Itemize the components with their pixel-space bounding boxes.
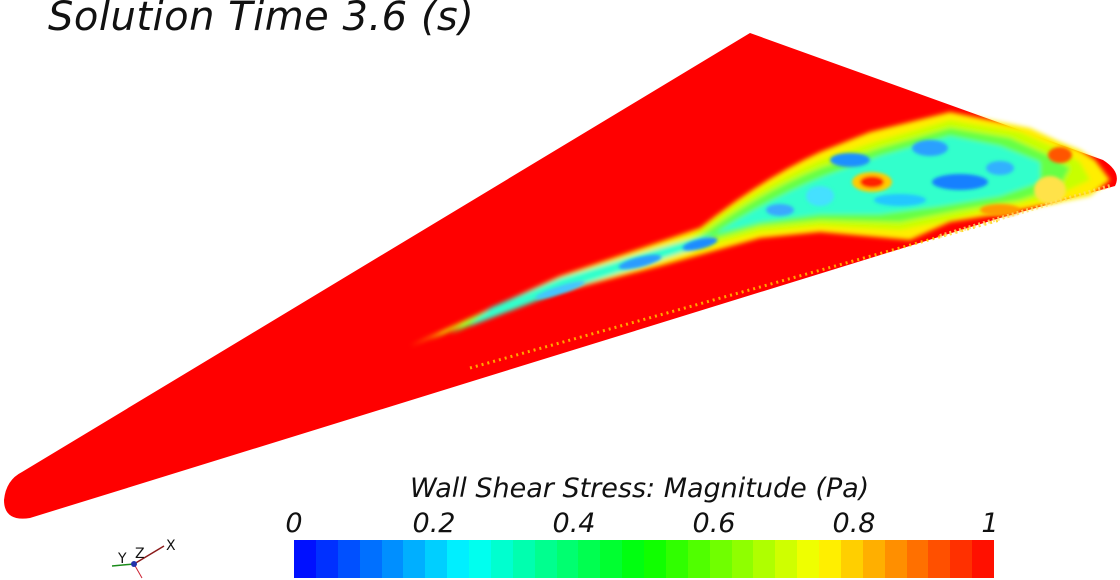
- colorbar-segment: [884, 540, 907, 578]
- colorbar-segment: [600, 540, 623, 578]
- axis-triad: X Y Z: [111, 538, 176, 579]
- colorbar-segment: [840, 540, 863, 578]
- colorbar-segment: [534, 540, 557, 578]
- legend-tick-2: 0.4: [552, 508, 596, 539]
- colorbar-segment: [819, 540, 841, 578]
- colorbar-segment: [709, 540, 732, 578]
- colorbar-segment: [490, 540, 513, 578]
- legend-title: Wall Shear Stress: Magnitude (Pa): [410, 473, 870, 504]
- colorbar-segment: [315, 540, 338, 578]
- colorbar-segment: [644, 540, 666, 578]
- legend-tick-5: 1: [981, 508, 999, 539]
- colorbar-segment: [731, 540, 754, 578]
- leading-edge-speckle: [469, 218, 1001, 370]
- colorbar-segment: [578, 540, 601, 578]
- colorbar-segment: [294, 540, 316, 578]
- colorbar-segment: [337, 540, 360, 578]
- colorbar-segment: [687, 540, 710, 578]
- vortex-region: [410, 112, 1110, 346]
- colorbar-segment: [775, 540, 798, 578]
- colorbar-segment: [403, 540, 426, 578]
- colorbar-segment: [622, 540, 644, 578]
- colorbar-segment: [862, 540, 885, 578]
- colorbar-segment: [797, 540, 819, 578]
- delta-wing-surface: [4, 33, 1117, 519]
- colorbar-segment: [359, 540, 382, 578]
- axis-y-label: Y: [117, 551, 127, 567]
- colorbar-segment: [928, 540, 951, 578]
- colorbar-segment: [753, 540, 776, 578]
- colorbar-segment: [906, 540, 929, 578]
- colorbar-segment: [556, 540, 579, 578]
- axis-x-label: X: [166, 538, 176, 554]
- legend-tick-1: 0.2: [412, 508, 456, 539]
- colorbar-segment: [950, 540, 973, 578]
- colorbar-segment: [512, 540, 535, 578]
- colorbar-segment: [972, 540, 994, 578]
- vortex-core-spots: [535, 140, 1072, 299]
- colorbar-segment: [469, 540, 491, 578]
- colorbar: [294, 540, 994, 578]
- solution-time-title: Solution Time 3.6 (s): [48, 0, 475, 40]
- axis-z-label: Z: [135, 546, 145, 562]
- colorbar-segment: [665, 540, 688, 578]
- colorbar-segment: [381, 540, 404, 578]
- colorbar-segment: [447, 540, 469, 578]
- colorbar-segment: [425, 540, 448, 578]
- legend-tick-3: 0.6: [692, 508, 736, 539]
- legend-tick-0: 0: [285, 508, 303, 539]
- legend-tick-4: 0.8: [832, 508, 876, 539]
